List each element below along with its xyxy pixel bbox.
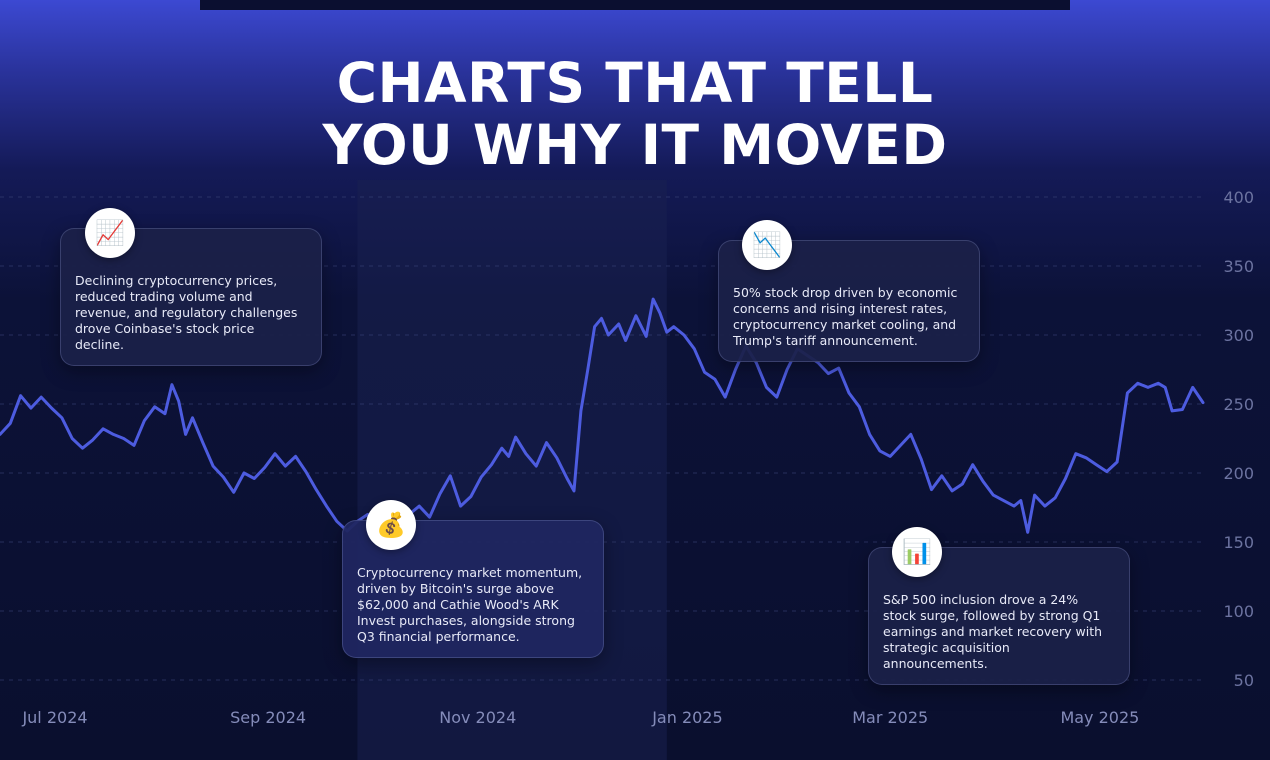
top-strip [200, 0, 1070, 10]
bar-chart-icon: 📊 [892, 527, 942, 577]
money-bag-icon: 💰 [366, 500, 416, 550]
annotation-text: Declining cryptocurrency prices, reduced… [75, 273, 298, 352]
annotation-text: Cryptocurrency market momentum, driven b… [357, 565, 583, 644]
y-tick-label: 50 [1234, 671, 1254, 690]
x-tick-label: Jan 2025 [651, 708, 722, 727]
y-tick-label: 100 [1223, 602, 1254, 621]
chart-decreasing-icon: 📉 [742, 220, 792, 270]
y-tick-label: 350 [1223, 257, 1254, 276]
annotation-card-drop: 50% stock drop driven by economic concer… [718, 240, 980, 362]
page-title: CHARTS THAT TELL YOU WHY IT MOVED [0, 52, 1270, 176]
chart-increasing-icon: 📈 [85, 208, 135, 258]
title-line-2: YOU WHY IT MOVED [322, 113, 948, 177]
annotation-text: 50% stock drop driven by economic concer… [733, 285, 958, 348]
x-tick-label: Jul 2024 [21, 708, 87, 727]
y-tick-label: 200 [1223, 464, 1254, 483]
x-tick-label: Nov 2024 [439, 708, 516, 727]
highlight-band [357, 180, 667, 760]
annotation-text: S&P 500 inclusion drove a 24% stock surg… [883, 592, 1103, 671]
annotation-card-momentum: Cryptocurrency market momentum, driven b… [342, 520, 604, 658]
annotation-card-decline: Declining cryptocurrency prices, reduced… [60, 228, 322, 366]
x-tick-label: Mar 2025 [852, 708, 928, 727]
y-tick-label: 400 [1223, 188, 1254, 207]
title-line-1: CHARTS THAT TELL [336, 51, 934, 115]
x-tick-label: Sep 2024 [230, 708, 306, 727]
price-line [0, 297, 1205, 534]
x-tick-label: May 2025 [1060, 708, 1139, 727]
y-tick-label: 300 [1223, 326, 1254, 345]
y-tick-label: 250 [1223, 395, 1254, 414]
y-tick-label: 150 [1223, 533, 1254, 552]
